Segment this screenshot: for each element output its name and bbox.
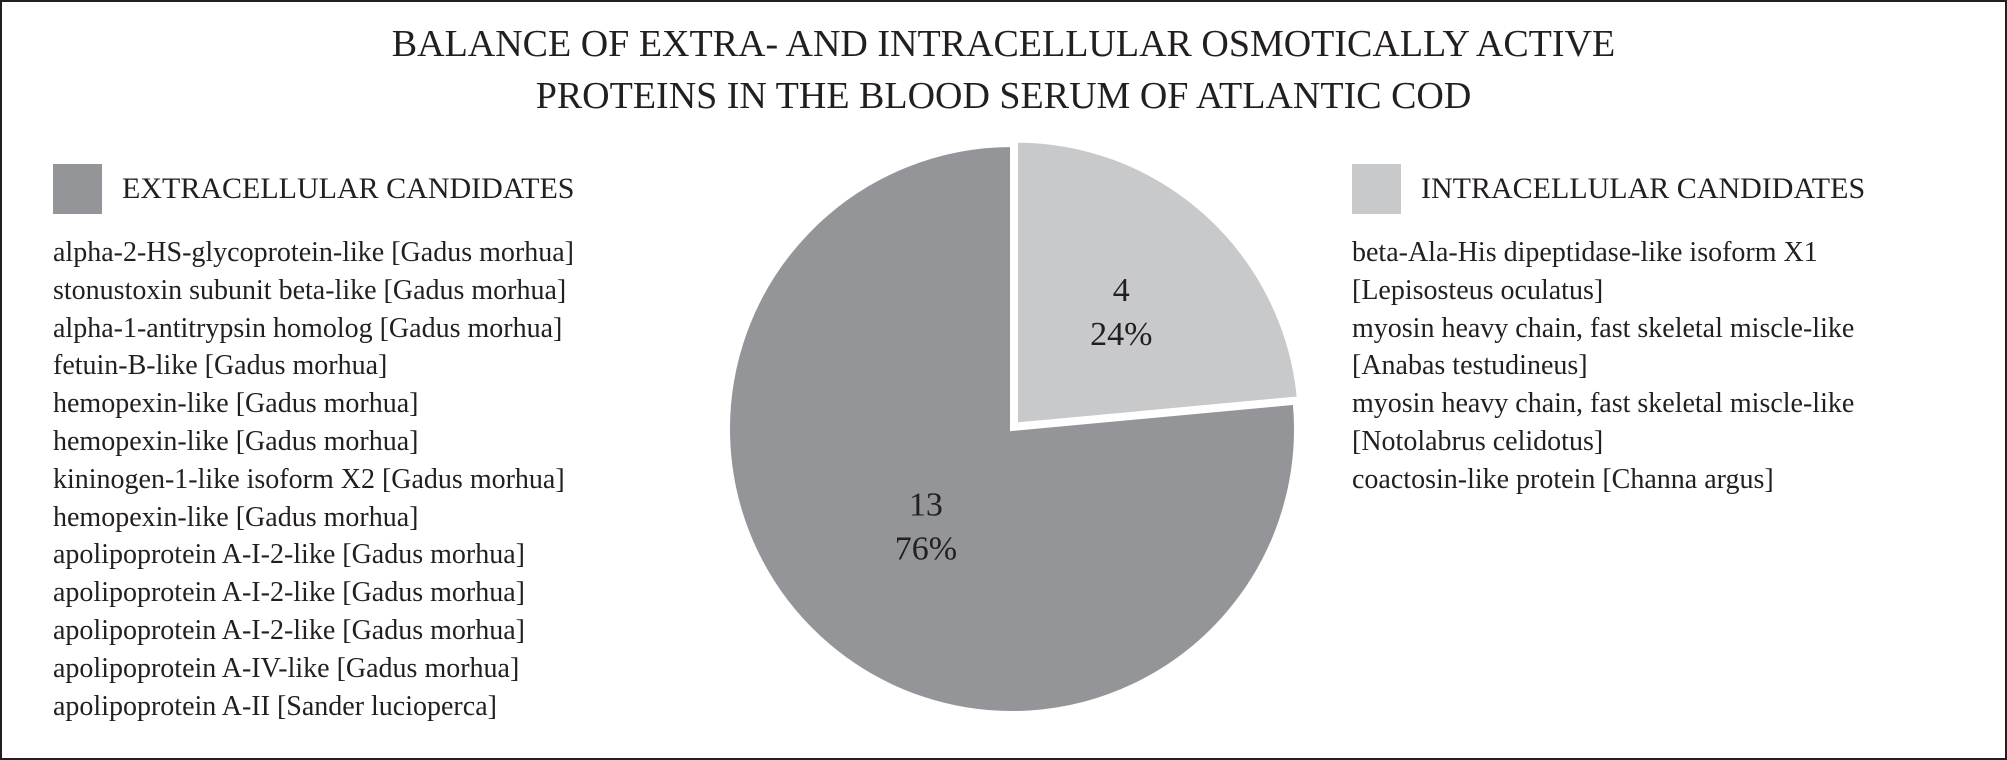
- intracellular-protein-list: beta-Ala-His dipeptidase-like isoform X1…: [1352, 234, 1854, 499]
- list-item: alpha-2-HS-glycoprotein-like [Gadus morh…: [53, 237, 574, 268]
- list-item: apolipoprotein A-I-2-like [Gadus morhua]: [53, 614, 525, 646]
- list-item: myosin heavy chain, fast skeletal miscle…: [1352, 312, 1855, 344]
- pie-slice-intracellular: [1014, 138, 1302, 427]
- pie-count-label: 13: [909, 486, 943, 523]
- legend-label-extracellular: EXTRACELLULAR CANDIDATES: [122, 172, 575, 205]
- list-item: [Anabas testudineus]: [1352, 350, 1588, 382]
- legend-swatch-intracellular: [1352, 164, 1401, 214]
- list-item: beta-Ala-His dipeptidase-like isoform X1: [1352, 237, 1818, 268]
- chart-title-line-2: PROTEINS IN THE BLOOD SERUM OF ATLANTIC …: [535, 75, 1472, 117]
- list-item: [Notolabrus celidotus]: [1352, 425, 1604, 457]
- list-item: fetuin-B-like [Gadus morhua]: [53, 350, 388, 382]
- list-item: apolipoprotein A-II [Sander lucioperca]: [53, 690, 497, 722]
- pie-slice-extracellular: [726, 142, 1298, 715]
- list-item: apolipoprotein A-I-2-like [Gadus morhua]: [53, 539, 525, 571]
- chart-title-line-1: BALANCE OF EXTRA- AND INTRACELLULAR OSMO…: [391, 23, 1616, 65]
- pie-percent-label: 76%: [895, 530, 957, 567]
- list-item: hemopexin-like [Gadus morhua]: [53, 425, 419, 457]
- list-item: [Lepisosteus oculatus]: [1352, 274, 1604, 306]
- list-item: alpha-1-antitrypsin homolog [Gadus morhu…: [53, 312, 563, 344]
- list-item: coactosin-like protein [Channa argus]: [1352, 463, 1774, 495]
- legend-extracellular: EXTRACELLULAR CANDIDATES: [53, 164, 574, 214]
- list-item: myosin heavy chain, fast skeletal miscle…: [1352, 388, 1855, 420]
- list-item: apolipoprotein A-IV-like [Gadus morhua]: [53, 652, 520, 684]
- legend-label-intracellular: INTRACELLULAR CANDIDATES: [1421, 172, 1866, 205]
- legend-swatch-extracellular: [53, 164, 102, 214]
- list-item: apolipoprotein A-I-2-like [Gadus morhua]: [53, 577, 525, 609]
- list-item: hemopexin-like [Gadus morhua]: [53, 501, 419, 533]
- list-item: kininogen-1-like isoform X2 [Gadus morhu…: [53, 463, 565, 495]
- extracellular-protein-list: alpha-2-HS-glycoprotein-like [Gadus morh…: [53, 234, 574, 725]
- legend-intracellular: INTRACELLULAR CANDIDATES: [1352, 164, 1865, 214]
- list-item: hemopexin-like [Gadus morhua]: [53, 388, 419, 420]
- pie-count-label: 4: [1113, 272, 1130, 309]
- list-item: stonustoxin subunit beta-like [Gadus mor…: [53, 274, 567, 306]
- pie-percent-label: 24%: [1090, 316, 1152, 353]
